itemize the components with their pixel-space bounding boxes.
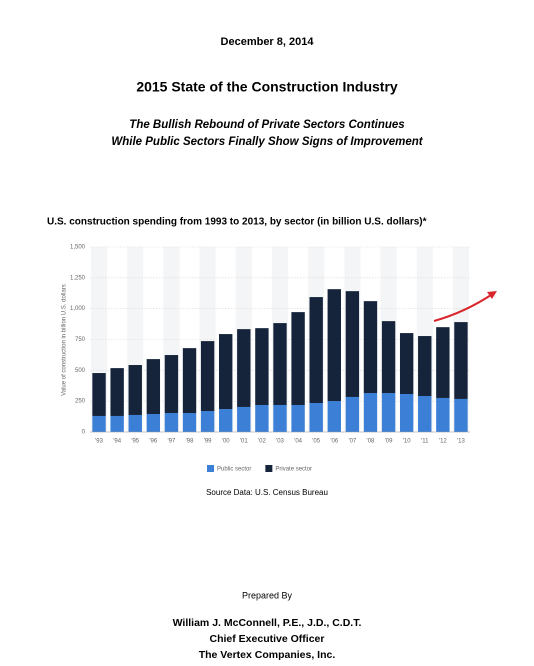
bar-segment	[363, 393, 378, 432]
bar-segment	[291, 312, 305, 405]
y-tick-label: 1,500	[70, 245, 86, 251]
bar-segment	[182, 348, 197, 414]
y-tick-label: 1,000	[70, 306, 86, 312]
x-tick-label: '03	[276, 439, 284, 445]
bar-segment	[146, 359, 161, 414]
subtitle: The Bullish Rebound of Private Sectors C…	[129, 119, 404, 131]
bar-segment	[327, 289, 341, 402]
bar-segment	[309, 403, 323, 432]
bar-segment	[436, 397, 450, 432]
bar-segment	[164, 413, 179, 432]
bar-segment	[255, 404, 269, 432]
bar-segment	[219, 334, 233, 410]
bar-segment	[418, 395, 432, 432]
x-tick-label: '08	[367, 439, 375, 445]
bar-segment	[182, 413, 197, 432]
bar-segment	[399, 394, 414, 432]
y-tick-label: 0	[82, 430, 86, 436]
x-tick-label: '00	[222, 439, 230, 445]
bar-segment	[164, 355, 179, 414]
y-tick-label: 750	[75, 337, 86, 343]
bar-segment	[399, 333, 414, 395]
bar-segment	[200, 411, 215, 432]
author: William J. McConnell, P.E., J.D., C.D.T.	[173, 617, 362, 629]
bar-segment	[128, 414, 142, 432]
x-tick-label: '09	[385, 439, 393, 445]
author: The Vertex Companies, Inc.	[199, 649, 336, 661]
bar-segment	[273, 323, 287, 405]
legend-label: Public sector	[217, 467, 251, 473]
x-tick-label: '01	[240, 439, 248, 445]
x-tick-label: '95	[131, 439, 139, 445]
bar-segment	[110, 415, 124, 432]
bar-segment	[237, 406, 251, 432]
x-tick-label: '13	[457, 439, 465, 445]
bar-segment	[327, 401, 341, 432]
bar-segment	[436, 327, 450, 398]
trend-arrow	[433, 292, 495, 322]
bar-segment	[309, 297, 323, 404]
legend-swatch	[207, 465, 214, 472]
x-tick-label: '99	[204, 439, 212, 445]
bar-segment	[291, 404, 305, 432]
chart-title: U.S. construction spending from 1993 to …	[47, 217, 427, 228]
bar-segment	[418, 336, 432, 396]
legend-swatch	[265, 465, 273, 472]
x-tick-label: '93	[95, 439, 103, 445]
bar-segment	[200, 341, 215, 412]
bar-segment	[110, 368, 124, 416]
legend-label: Private sector	[275, 467, 312, 473]
bar-segment	[381, 393, 396, 432]
bar-segment	[219, 409, 233, 432]
x-tick-label: '05	[312, 439, 320, 445]
x-tick-label: '04	[294, 439, 302, 445]
y-tick-label: 1,250	[70, 275, 86, 281]
x-tick-label: '07	[348, 439, 356, 445]
arrow-head	[487, 291, 497, 299]
bar-segment	[237, 329, 251, 407]
bar-segment	[92, 415, 106, 432]
title: 2015 State of the Construction Industry	[136, 79, 398, 95]
x-tick-label: '94	[113, 439, 121, 445]
prepared-label: Prepared By	[242, 590, 293, 600]
bar-segment	[363, 301, 378, 394]
x-tick-label: '02	[258, 439, 266, 445]
bar-segment	[345, 396, 360, 432]
x-tick-label: '06	[330, 439, 338, 445]
bar-segment	[345, 291, 360, 397]
x-tick-label: '98	[186, 439, 194, 445]
bar-segment	[454, 322, 468, 399]
bar-segment	[454, 398, 468, 432]
bar-segment	[92, 373, 106, 416]
y-axis-label: Value of construction in billion U.S. do…	[62, 284, 68, 396]
source: Source Data: U.S. Census Bureau	[206, 488, 328, 497]
bar-segment	[146, 413, 161, 432]
plot: 0 250 500 750 1,000 1,250 1,500 '93 '94 '95 '96 '97…	[70, 245, 470, 473]
subtitle: While Public Sectors Finally Show Signs …	[111, 136, 423, 148]
bar-segment	[381, 321, 396, 394]
y-tick-label: 250	[75, 399, 86, 405]
x-tick-label: '97	[168, 439, 176, 445]
bar-segment	[128, 365, 142, 415]
bar-segment	[255, 328, 269, 405]
x-tick-label: '11	[421, 439, 429, 445]
date: December 8, 2014	[221, 36, 315, 48]
x-tick-label: '12	[439, 439, 447, 445]
author: Chief Executive Officer	[210, 633, 325, 645]
x-tick-label: '10	[403, 439, 411, 445]
y-tick-label: 500	[75, 368, 86, 374]
bar-segment	[273, 404, 287, 432]
x-tick-label: '96	[149, 439, 157, 445]
